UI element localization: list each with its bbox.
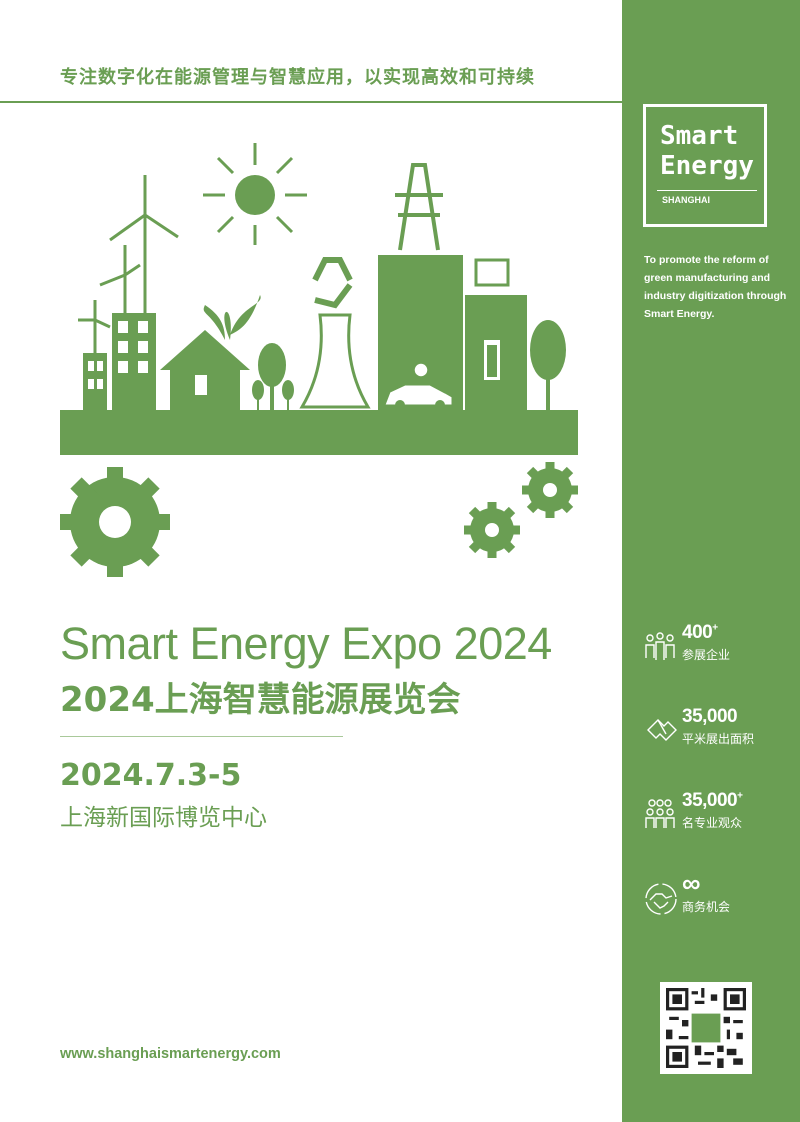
stat-visitors: 35,000+ 名专业观众 (644, 790, 794, 840)
qr-code[interactable] (660, 982, 752, 1074)
electric-car-icon (384, 362, 453, 410)
sidebar: Smart Energy SHANGHAI To promote the ref… (622, 0, 800, 1122)
stat-value: ∞ (682, 868, 701, 898)
power-tower-icon (378, 163, 463, 410)
gear-icon (60, 462, 578, 577)
slogan: 专注数字化在能源管理与智慧应用，以实现高效和可持续 (60, 67, 535, 88)
smart-city-illustration (60, 143, 578, 577)
sun-icon (203, 143, 307, 245)
logo-line2: Energy (660, 151, 754, 181)
stat-area: 35,000 平米展出面积 (644, 706, 794, 756)
solar-battery-icon (465, 258, 527, 410)
recycle-icon (312, 257, 353, 309)
stat-business: ∞ 商务机会 (644, 868, 794, 924)
cooling-tower-icon (299, 313, 371, 409)
divider (60, 736, 343, 737)
stat-exhibitors: 400+ 参展企业 (644, 622, 794, 672)
stat-label: 名专业观众 (682, 816, 743, 830)
exhibitors-icon (645, 632, 675, 660)
divider (0, 101, 622, 103)
qr-code-image (666, 988, 746, 1068)
website-link[interactable]: www.shanghaismartenergy.com (60, 1046, 281, 1062)
house-icon (160, 295, 261, 410)
smart-energy-logo: Smart Energy SHANGHAI (643, 104, 767, 227)
wind-turbines-icon (78, 175, 179, 355)
puzzle-area-icon (647, 719, 677, 741)
handshake-icon (645, 883, 677, 915)
tagline: To promote the reform of green manufactu… (644, 254, 787, 320)
stat-label: 参展企业 (682, 648, 731, 662)
stat-label: 平米展出面积 (682, 732, 755, 746)
ground-bar (60, 410, 578, 455)
event-venue: 上海新国际博览中心 (60, 805, 267, 831)
event-date: 2024.7.3-5 (60, 758, 242, 793)
stat-value: 35,000 (682, 706, 738, 727)
trees-icon (252, 320, 566, 410)
visitors-icon (645, 799, 675, 828)
stat-label: 商务机会 (682, 900, 731, 914)
title-chinese: 2024上海智慧能源展览会 (60, 680, 461, 720)
logo-divider (657, 190, 757, 191)
logo-line1: Smart (660, 121, 739, 151)
logo-subtitle: SHANGHAI (662, 195, 711, 205)
stat-value: 400+ (682, 622, 718, 643)
title-english: Smart Energy Expo 2024 (60, 618, 552, 669)
stat-value: 35,000+ (682, 790, 743, 811)
